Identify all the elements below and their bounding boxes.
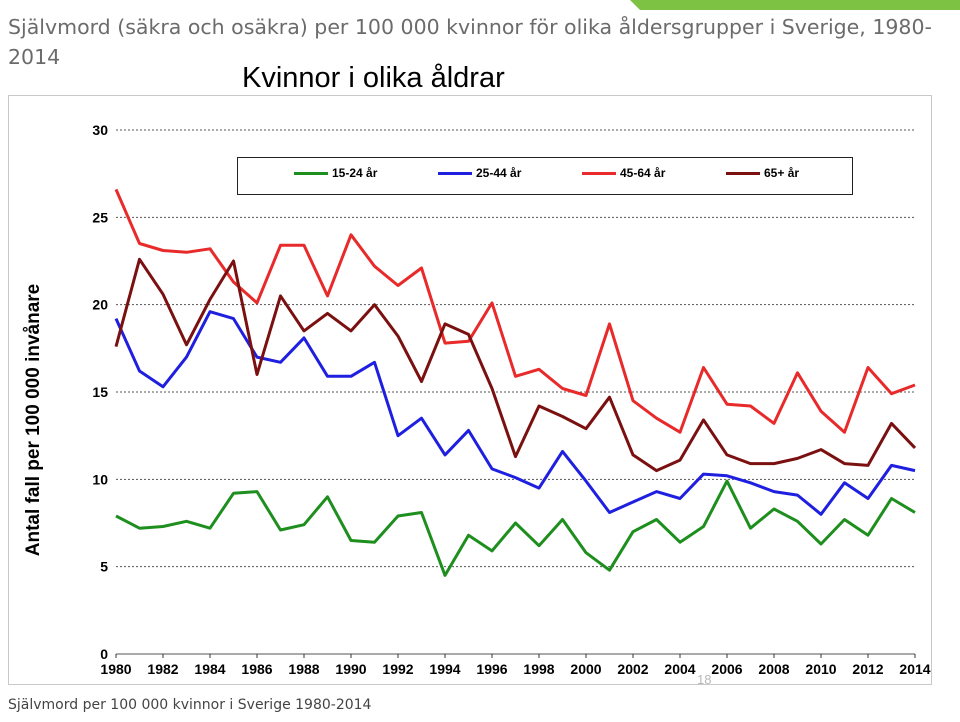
y-tick-label: 5 <box>100 559 108 575</box>
legend-swatch <box>726 171 760 175</box>
legend-item-15-24: 15-24 år <box>294 166 377 180</box>
legend-item-25-44: 25-44 år <box>438 166 521 180</box>
x-tick-label: 2002 <box>617 661 648 677</box>
accent-banner <box>630 0 960 10</box>
x-tick-label: 2008 <box>758 661 789 677</box>
x-tick-label: 1994 <box>429 661 460 677</box>
x-tick-label: 2004 <box>664 661 695 677</box>
y-tick-label: 15 <box>92 384 108 400</box>
x-tick-label: 1990 <box>335 661 366 677</box>
chart-subtitle: Kvinnor i olika åldrar <box>242 62 505 94</box>
x-tick-label: 2010 <box>805 661 836 677</box>
legend-item-65plus: 65+ år <box>726 166 799 180</box>
legend-item-45-64: 45-64 år <box>582 166 665 180</box>
line-chart: 0 5 10 15 20 25 30 1980 1982 1984 1986 1988 1990 1992… <box>92 122 930 677</box>
y-tick-label: 30 <box>92 122 108 138</box>
x-tick-label: 2006 <box>711 661 742 677</box>
x-tick-label: 2000 <box>570 661 601 677</box>
legend-swatch <box>438 171 472 175</box>
page-title: Självmord (säkra och osäkra) per 100 000… <box>8 15 932 69</box>
x-tick-label: 1986 <box>241 661 272 677</box>
x-tick-label: 1996 <box>476 661 507 677</box>
series-line-4 <box>114 257 917 473</box>
x-tick-label: 1992 <box>382 661 413 677</box>
legend-label: 45-64 år <box>620 166 666 180</box>
x-tick-label: 1982 <box>147 661 178 677</box>
y-tick-label: 20 <box>92 297 108 313</box>
x-tick-label: 1984 <box>194 661 225 677</box>
source-caption: Självmord per 100 000 kvinnor i Sverige … <box>8 697 372 713</box>
y-tick-label: 10 <box>92 471 108 487</box>
y-tick-label: 0 <box>100 646 108 662</box>
x-tick-label: 1980 <box>100 661 131 677</box>
x-tick-label: 1998 <box>523 661 554 677</box>
x-tick-label: 1988 <box>288 661 319 677</box>
x-tick-label: 2012 <box>852 661 883 677</box>
legend-label: 25-44 år <box>476 166 522 180</box>
legend-swatch <box>582 171 616 175</box>
legend-label: 65+ år <box>764 166 800 180</box>
x-tick-label: 2014 <box>899 661 930 677</box>
chart-legend: 15-24 år 25-44 år 45-64 år 65+ år <box>237 157 853 195</box>
slide-number: 18 <box>697 672 712 687</box>
legend-label: 15-24 år <box>332 166 378 180</box>
series-line-1 <box>115 479 916 577</box>
y-tick-label: 25 <box>92 209 108 225</box>
series-line-3 <box>114 188 916 434</box>
y-axis-label: Antal fall per 100 000 invånare <box>23 283 44 557</box>
series-line-2 <box>114 310 916 516</box>
legend-swatch <box>294 171 328 175</box>
